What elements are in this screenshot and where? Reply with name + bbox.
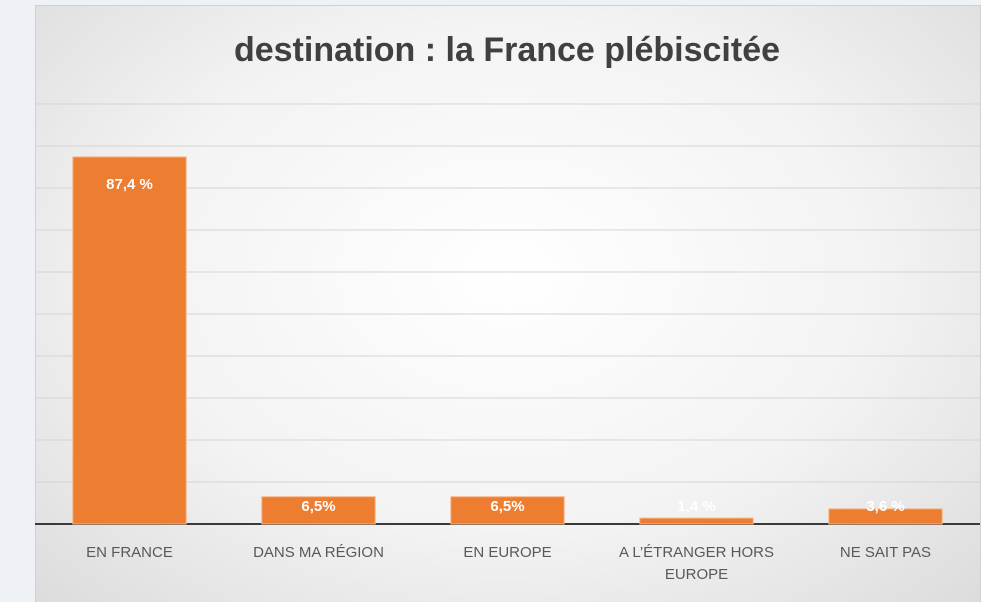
x-tick-label: DANS MA RÉGION bbox=[253, 544, 384, 561]
data-label: 1,4 % bbox=[677, 498, 715, 515]
bar bbox=[261, 496, 376, 525]
bar bbox=[639, 517, 754, 525]
bar bbox=[450, 496, 565, 525]
x-tick-label: EN FRANCE bbox=[86, 544, 173, 561]
x-tick-label: A L’ÉTRANGER HORS EUROPE bbox=[618, 544, 775, 583]
bar bbox=[72, 156, 187, 525]
chart-title: destination : la France plébiscitée bbox=[234, 31, 780, 69]
data-label: 6,5% bbox=[301, 498, 335, 515]
x-tick-label: EN EUROPE bbox=[463, 544, 552, 561]
data-label: 6,5% bbox=[490, 498, 524, 515]
data-label: 87,4 % bbox=[106, 176, 153, 193]
bar bbox=[828, 508, 943, 525]
data-label: 3,6 % bbox=[866, 498, 904, 515]
x-tick-label: NE SAIT PAS bbox=[839, 544, 932, 561]
